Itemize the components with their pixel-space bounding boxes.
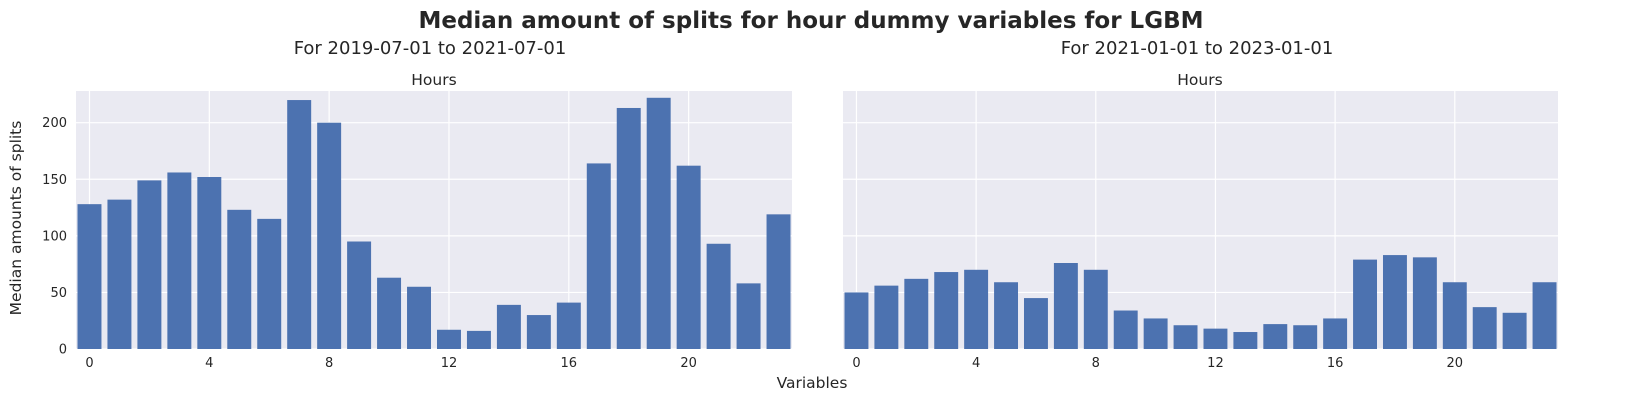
plot-background xyxy=(76,91,792,349)
bar xyxy=(407,286,432,349)
bar xyxy=(1023,298,1048,349)
bar xyxy=(736,283,761,349)
bar xyxy=(1293,325,1318,349)
x-tick-label: 20 xyxy=(680,356,697,371)
y-tick-label: 0 xyxy=(59,343,67,358)
bar xyxy=(1053,263,1078,349)
x-tick-label: 0 xyxy=(852,356,860,371)
bar xyxy=(1233,332,1258,349)
bar xyxy=(1173,325,1198,349)
bar xyxy=(77,204,102,349)
bar xyxy=(1263,324,1288,349)
bar xyxy=(1323,318,1348,349)
x-axis-label: Variables xyxy=(777,374,848,392)
panel-2-title: Hours xyxy=(1177,71,1222,89)
x-tick-label: 16 xyxy=(561,356,578,371)
bar xyxy=(167,172,192,349)
y-tick-label: 50 xyxy=(50,286,67,301)
y-tick-label: 150 xyxy=(42,173,67,188)
bar xyxy=(1382,255,1407,349)
panel-2-plot-area: 0 4 8 12 16 20 xyxy=(843,91,1558,371)
panel-1-subtitle: For 2019-07-01 to 2021-07-01 xyxy=(294,38,567,59)
x-tick-label: 12 xyxy=(441,356,458,371)
bar xyxy=(317,122,342,350)
x-tick-label: 0 xyxy=(85,356,93,371)
bar xyxy=(287,100,312,349)
bar xyxy=(1502,312,1527,349)
x-tick-label: 16 xyxy=(1327,356,1344,371)
x-tick-label: 20 xyxy=(1447,356,1464,371)
bar xyxy=(556,302,581,349)
bar xyxy=(137,180,162,349)
bar xyxy=(1353,259,1378,349)
y-axis-label: Median amounts of splits xyxy=(7,121,25,316)
x-tick-label: 8 xyxy=(325,356,333,371)
bar xyxy=(1083,269,1108,349)
bar xyxy=(1442,282,1467,349)
bar xyxy=(1113,310,1138,349)
bar xyxy=(964,269,989,349)
bar xyxy=(844,292,869,349)
bar xyxy=(197,177,222,349)
bar xyxy=(766,214,791,349)
bar xyxy=(934,272,959,349)
bar xyxy=(616,107,641,349)
bar xyxy=(227,209,252,349)
x-tick-label: 12 xyxy=(1207,356,1224,371)
bar xyxy=(466,330,491,349)
bar xyxy=(257,218,282,349)
bar xyxy=(347,241,372,349)
plot-background xyxy=(843,91,1558,349)
figure-title: Median amount of splits for hour dummy v… xyxy=(418,8,1203,34)
bar xyxy=(377,277,402,349)
bar xyxy=(1143,318,1168,349)
panel-1-title: Hours xyxy=(411,71,456,89)
bar xyxy=(1472,307,1497,349)
bar xyxy=(874,285,899,349)
bar xyxy=(904,278,929,349)
bar xyxy=(646,97,671,349)
bar xyxy=(1203,328,1228,349)
bar xyxy=(586,163,611,349)
panel-2-subtitle: For 2021-01-01 to 2023-01-01 xyxy=(1061,38,1334,59)
x-tick-label: 8 xyxy=(1092,356,1100,371)
bar xyxy=(496,304,521,349)
bar xyxy=(436,329,461,349)
bar xyxy=(994,282,1019,349)
y-tick-label: 100 xyxy=(42,229,67,244)
bar xyxy=(706,243,731,349)
bar xyxy=(1532,282,1557,349)
x-tick-label: 4 xyxy=(972,356,980,371)
bar xyxy=(676,165,701,349)
bar xyxy=(1412,257,1437,349)
y-tick-label: 200 xyxy=(42,116,67,131)
bar xyxy=(107,199,132,349)
bar xyxy=(526,315,551,349)
x-tick-label: 4 xyxy=(205,356,213,371)
